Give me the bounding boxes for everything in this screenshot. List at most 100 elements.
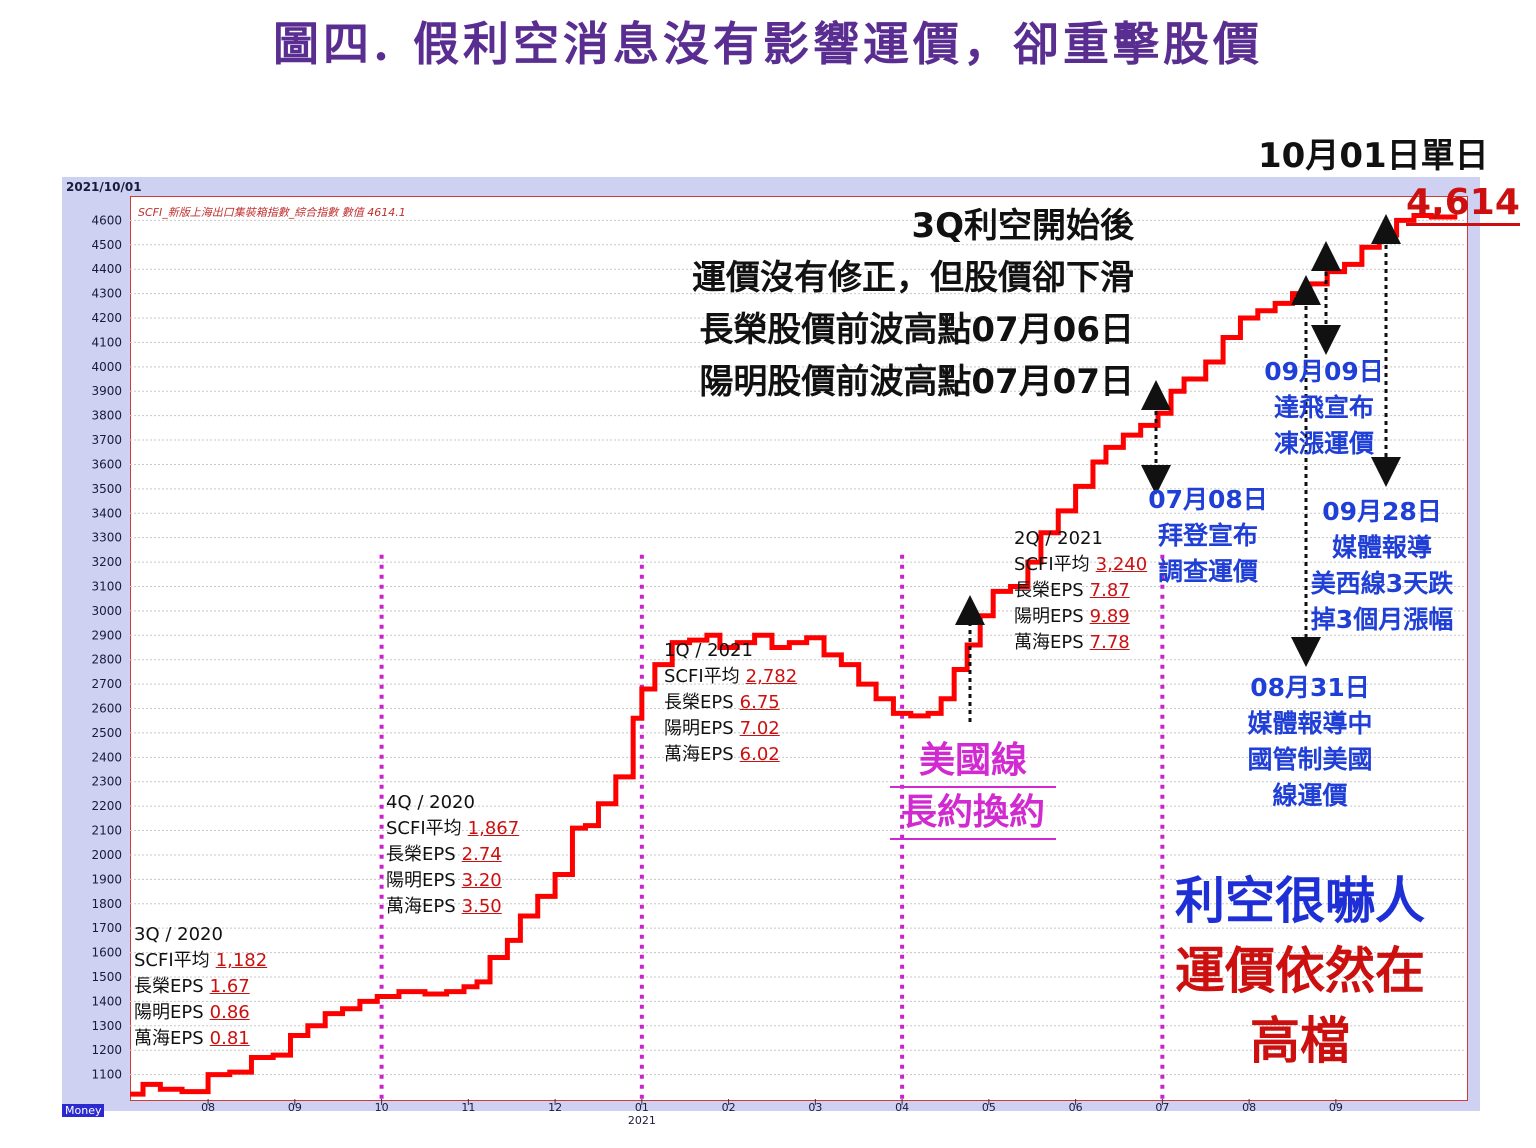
- note-sep28-date: 09月28日: [1322, 497, 1442, 526]
- row-key: 萬海EPS: [1014, 632, 1084, 653]
- note-aug31-date: 08月31日: [1250, 673, 1370, 702]
- quarter-title: 3Q / 2020: [134, 924, 223, 945]
- row-key: 萬海EPS: [386, 896, 456, 917]
- quarter-row: 萬海EPS 7.78: [1014, 630, 1147, 656]
- row-key: 長榮EPS: [386, 844, 456, 865]
- note-jul08-date: 07月08日: [1148, 485, 1268, 514]
- row-key: 長榮EPS: [664, 692, 734, 713]
- note-sep28-line2: 美西線3天跌: [1310, 569, 1454, 598]
- y-tick-label: 3400: [91, 506, 122, 520]
- event-arrows: [955, 214, 1401, 722]
- row-key: 長榮EPS: [1014, 580, 1084, 601]
- y-tick-label: 1300: [91, 1019, 122, 1033]
- y-tick-label: 1200: [91, 1043, 122, 1057]
- note-sep09-line2: 凍漲運價: [1273, 429, 1374, 458]
- note-sep28-line3: 掉3個月漲幅: [1310, 605, 1454, 634]
- y-tick-label: 2500: [91, 726, 122, 740]
- row-key: 陽明EPS: [386, 870, 456, 891]
- y-tick-label: 1400: [91, 994, 122, 1008]
- y-tick-label: 4300: [91, 287, 122, 301]
- row-key: 陽明EPS: [134, 1002, 204, 1023]
- quarter-row: 長榮EPS 6.75: [664, 690, 797, 716]
- y-tick-label: 1900: [91, 872, 122, 886]
- row-key: 萬海EPS: [134, 1028, 204, 1049]
- y-tick-label: 1700: [91, 921, 122, 935]
- row-value: 2,782: [745, 666, 798, 687]
- y-tick-label: 3300: [91, 531, 122, 545]
- plot-area: [130, 196, 1468, 1101]
- conclusion-blue: 利空很嚇人: [1175, 872, 1425, 930]
- note-jul08: 07月08日 拜登宣布 調查運價: [1146, 482, 1270, 590]
- y-tick-label: 2700: [91, 677, 122, 691]
- row-value: 6.75: [739, 692, 780, 713]
- row-value: 7.78: [1089, 632, 1130, 653]
- headline-line-2: 運價沒有修正，但股價卻下滑: [692, 258, 1134, 298]
- quarter-row: 萬海EPS 6.02: [664, 742, 797, 768]
- row-value: 1,867: [467, 818, 520, 839]
- y-tick-label: 4100: [91, 335, 122, 349]
- note-sep28: 09月28日 媒體報導 美西線3天跌 掉3個月漲幅: [1300, 494, 1464, 638]
- year-label: 2021: [628, 1114, 656, 1127]
- y-tick-label: 1100: [91, 1068, 122, 1082]
- y-tick-label: 2800: [91, 653, 122, 667]
- conclusion-red-1: 運價依然在: [1175, 942, 1425, 1000]
- y-tick-label: 3100: [91, 579, 122, 593]
- quarter-title: 2Q / 2021: [1014, 528, 1103, 549]
- x-tick-label: 08: [1242, 1101, 1256, 1114]
- x-tick-label: 10: [375, 1101, 389, 1114]
- y-tick-label: 2000: [91, 848, 122, 862]
- y-tick-label: 1500: [91, 970, 122, 984]
- header-date: 2021/10/01: [66, 180, 142, 194]
- row-value: 7.87: [1089, 580, 1130, 601]
- quarter-row: 長榮EPS 1.67: [134, 974, 267, 1000]
- peak-label: 10月01日單日: [1258, 136, 1489, 176]
- note-sep09-line1: 達飛宣布: [1273, 393, 1374, 422]
- note-jul08-line2: 調查運價: [1157, 557, 1258, 586]
- y-tick-label: 2400: [91, 750, 122, 764]
- row-value: 2.74: [461, 844, 502, 865]
- row-value: 0.81: [209, 1028, 250, 1049]
- row-key: SCFI平均: [134, 950, 210, 971]
- note-aug31-line3: 線運價: [1272, 781, 1348, 810]
- x-tick-label: 05: [982, 1101, 996, 1114]
- y-tick-label: 1600: [91, 946, 122, 960]
- x-tick-label: 04: [895, 1101, 909, 1114]
- quarter-row: SCFI平均 2,782: [664, 664, 797, 690]
- row-value: 3.50: [461, 896, 502, 917]
- note-us-line-2: 長約換約: [900, 792, 1045, 833]
- x-tick-label: 09: [1329, 1101, 1343, 1114]
- x-tick-label: 03: [808, 1101, 822, 1114]
- y-tick-label: 3600: [91, 457, 122, 471]
- row-value: 1,182: [215, 950, 268, 971]
- row-key: 萬海EPS: [664, 744, 734, 765]
- x-tick-label: 07: [1155, 1101, 1169, 1114]
- y-tick-label: 2300: [91, 775, 122, 789]
- quarter-row: SCFI平均 1,182: [134, 948, 267, 974]
- quarter-row: 長榮EPS 2.74: [386, 842, 519, 868]
- note-aug31: 08月31日 媒體報導中 國管制美國 線運價: [1232, 670, 1388, 814]
- quarter-row: 萬海EPS 3.50: [386, 894, 519, 920]
- y-tick-label: 2100: [91, 824, 122, 838]
- quarter-title: 1Q / 2021: [664, 640, 753, 661]
- quarter-row: 陽明EPS 3.20: [386, 868, 519, 894]
- quarter-title: 4Q / 2020: [386, 792, 475, 813]
- x-tick-label: 01: [635, 1101, 649, 1114]
- x-tick-label: 06: [1069, 1101, 1083, 1114]
- y-tick-label: 3700: [91, 433, 122, 447]
- row-key: SCFI平均: [1014, 554, 1090, 575]
- page-title: 圖四. 假利空消息沒有影響運價，卻重擊股價: [272, 17, 1264, 71]
- quarter-box-1q2021: 1Q / 2021 SCFI平均 2,782 長榮EPS 6.75 陽明EPS 7.0…: [664, 638, 797, 768]
- y-tick-label: 4400: [91, 262, 122, 276]
- note-sep28-line1: 媒體報導: [1331, 533, 1432, 562]
- y-tick-label: 3800: [91, 409, 122, 423]
- quarter-row: 陽明EPS 7.02: [664, 716, 797, 742]
- headline-annotation: 3Q利空開始後 運價沒有修正，但股價卻下滑 長榮股價前波高點07月06日 陽明股…: [692, 200, 1134, 408]
- note-sep09: 09月09日 達飛宣布 凍漲運價: [1262, 354, 1386, 462]
- note-sep09-date: 09月09日: [1264, 357, 1384, 386]
- quarter-row: SCFI平均 1,867: [386, 816, 519, 842]
- row-value: 1.67: [209, 976, 250, 997]
- y-tick-label: 3000: [91, 604, 122, 618]
- row-value: 0.86: [209, 1002, 250, 1023]
- x-tick-label: 11: [461, 1101, 475, 1114]
